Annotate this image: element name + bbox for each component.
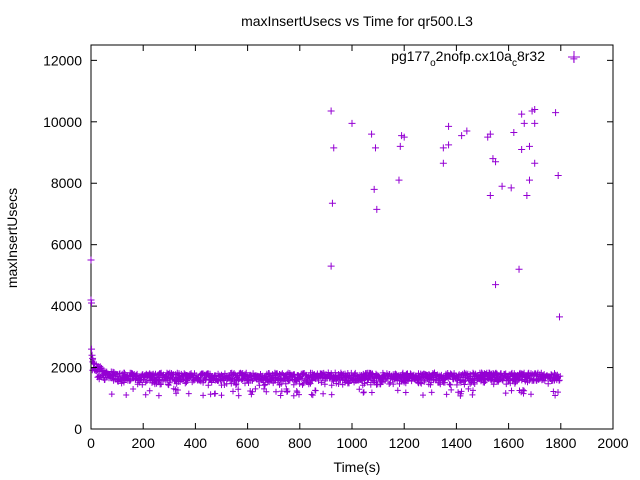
y-tick-label: 6000	[51, 237, 82, 253]
data-point	[552, 109, 560, 117]
data-point	[518, 145, 526, 153]
data-point	[458, 132, 466, 140]
data-point	[370, 185, 378, 193]
x-tick-label: 1400	[441, 435, 472, 451]
data-point	[89, 354, 97, 362]
data-point	[439, 159, 447, 167]
axes-layer: 0 200 400 600 800 1000 1200 1400 1600 1800 2000 0 20…	[43, 44, 629, 451]
x-tick-label: 400	[184, 435, 208, 451]
data-point	[492, 281, 500, 289]
data-point	[395, 176, 403, 184]
dense-band-points	[89, 356, 564, 399]
data-point	[518, 110, 526, 118]
x-tick-label: 200	[132, 435, 156, 451]
data-point	[486, 192, 494, 200]
x-tick-label: 1200	[389, 435, 420, 451]
data-point	[368, 130, 376, 138]
data-point	[498, 182, 506, 190]
data-point	[515, 265, 523, 273]
data-point	[492, 158, 500, 166]
x-tick-label: 2000	[597, 435, 628, 451]
legend-marker	[568, 51, 580, 63]
data-point	[510, 129, 518, 137]
data-point	[88, 351, 96, 359]
data-point	[525, 176, 533, 184]
y-tick-label: 8000	[51, 175, 82, 191]
data-point	[486, 130, 494, 138]
data-point	[88, 299, 96, 307]
data-point	[400, 133, 408, 141]
data-point	[523, 192, 531, 200]
points-layer	[87, 55, 578, 362]
data-point	[396, 142, 404, 150]
dense-points-layer	[89, 356, 564, 399]
y-tick-label: 10000	[43, 114, 82, 130]
data-point	[525, 142, 533, 150]
data-point	[531, 159, 539, 167]
data-point	[327, 107, 335, 115]
data-point	[87, 256, 95, 264]
data-point	[328, 199, 336, 207]
y-axis-label: maxInsertUsecs	[4, 188, 20, 288]
data-point	[531, 119, 539, 127]
data-point	[445, 122, 453, 130]
legend: pg177o2nofp.cx10ac8r32	[391, 48, 580, 69]
data-point	[330, 144, 338, 152]
data-point	[371, 144, 379, 152]
x-axis-label: Time(s)	[334, 459, 381, 475]
data-point	[88, 345, 96, 353]
data-point	[87, 296, 95, 304]
x-tick-label: 0	[87, 435, 95, 451]
data-point	[445, 141, 453, 149]
data-point	[373, 205, 381, 213]
data-point	[554, 172, 562, 180]
data-point	[327, 262, 335, 270]
data-point	[507, 184, 515, 192]
x-tick-label: 800	[288, 435, 312, 451]
y-tick-label: 4000	[51, 298, 82, 314]
data-point	[463, 127, 471, 135]
x-tick-label: 1800	[545, 435, 576, 451]
legend-label: pg177o2nofp.cx10ac8r32	[391, 48, 545, 69]
x-tick-label: 1600	[493, 435, 524, 451]
y-tick-label: 2000	[51, 360, 82, 376]
data-point	[531, 106, 539, 114]
data-point	[555, 313, 563, 321]
chart-title: maxInsertUsecs vs Time for qr500.L3	[241, 13, 473, 29]
data-point	[439, 144, 447, 152]
x-tick-label: 1000	[336, 435, 367, 451]
x-tick-label: 600	[236, 435, 260, 451]
y-tick-label: 12000	[43, 52, 82, 68]
data-point	[520, 119, 528, 127]
y-tick-label: 0	[74, 421, 82, 437]
data-point	[348, 119, 356, 127]
